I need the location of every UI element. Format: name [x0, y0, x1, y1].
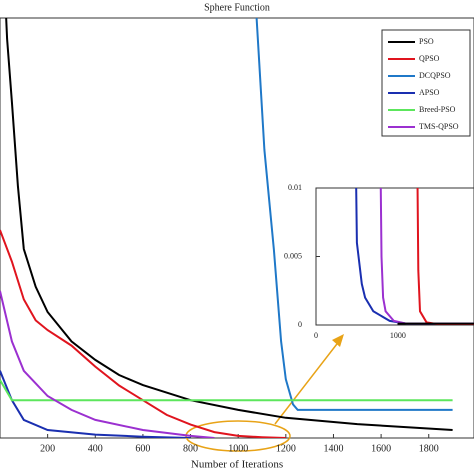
- series-line: [5, 18, 453, 431]
- legend-box: [381, 29, 471, 137]
- legend-label: DCQPSO: [419, 71, 451, 80]
- x-tick-label: 600: [135, 443, 150, 454]
- inset-frame: [315, 187, 474, 326]
- legend-label: TMS-QPSO: [419, 122, 459, 131]
- legend-label: APSO: [419, 88, 440, 97]
- series-line: [255, 18, 453, 411]
- x-tick-label: 200: [40, 443, 55, 454]
- series-group: [0, 18, 453, 438]
- series-line: [0, 290, 215, 438]
- x-tick-label: 1600: [371, 443, 391, 454]
- series-line: [0, 229, 286, 438]
- y-tick-label: 0: [298, 320, 302, 329]
- series-group: [355, 188, 474, 325]
- arrow-head: [332, 334, 344, 347]
- arrow-line: [274, 339, 341, 425]
- x-tick-label: 1200: [276, 443, 296, 454]
- x-tick-label: 400: [88, 443, 103, 454]
- series-line: [0, 370, 191, 438]
- y-tick-label: 0.01: [288, 183, 302, 192]
- x-axis-label: Number of Iterations: [191, 459, 283, 471]
- x-tick-label: 800: [183, 443, 198, 454]
- series-line: [0, 379, 453, 402]
- x-tick-label: 1000: [390, 331, 406, 340]
- x-tick-label: 0: [314, 331, 318, 340]
- x-tick-label: 1000: [228, 443, 248, 454]
- x-tick-label: 1800: [419, 443, 439, 454]
- chart-title: Sphere Function: [204, 2, 270, 13]
- x-tick-label: 1400: [323, 443, 343, 454]
- legend-label: QPSO: [419, 54, 440, 63]
- legend: PSO QPSO DCQPSO APSO Breed-PSO TMS-QPSO: [388, 37, 459, 131]
- plot-frame: [0, 17, 474, 439]
- y-tick-label: 0.005: [284, 251, 302, 260]
- legend-label: PSO: [419, 37, 434, 46]
- legend-label: Breed-PSO: [419, 105, 456, 114]
